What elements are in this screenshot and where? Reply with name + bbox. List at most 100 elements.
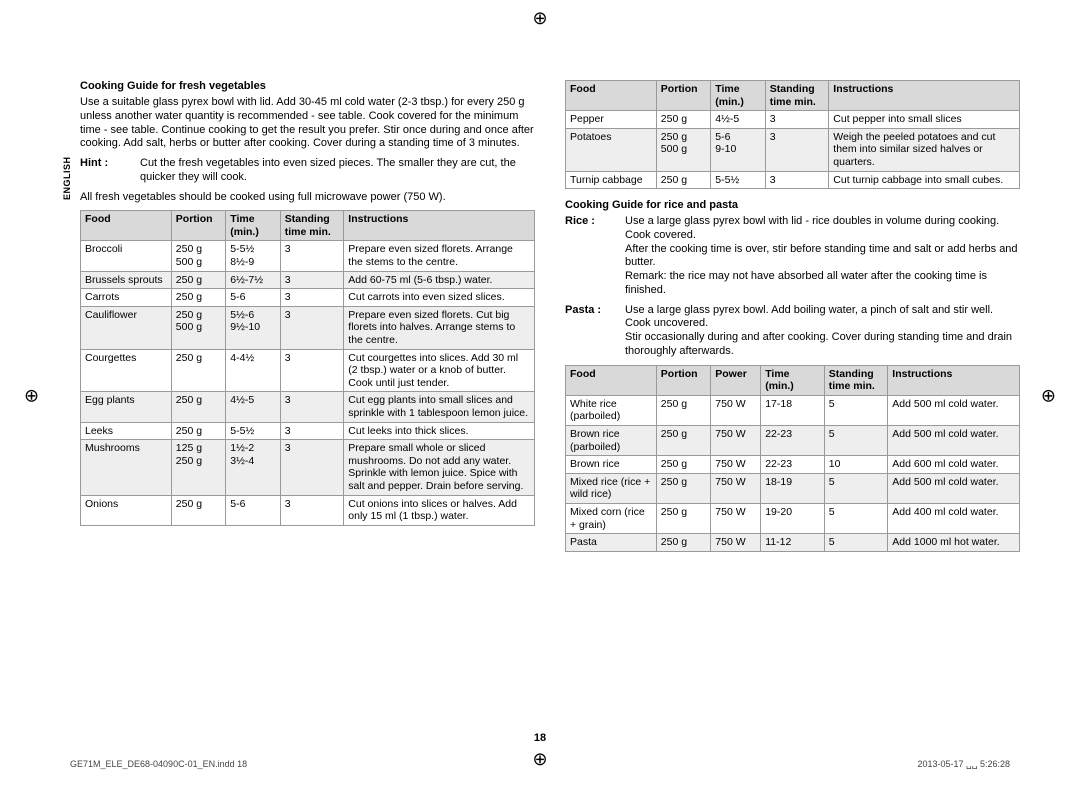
veg-intro: Use a suitable glass pyrex bowl with lid… bbox=[80, 96, 535, 151]
table-row: Pasta250 g750 W11-125Add 1000 ml hot wat… bbox=[566, 534, 1020, 552]
th-power: Power bbox=[711, 365, 761, 395]
cell-portion: 250 g bbox=[656, 504, 710, 534]
cell-inst: Cut courgettes into slices. Add 30 ml (2… bbox=[344, 349, 535, 392]
footer-right: 2013-05-17 ␣␣ 5:26:28 bbox=[918, 759, 1011, 770]
cell-portion: 250 g bbox=[171, 422, 225, 440]
cell-portion: 250 g bbox=[171, 289, 225, 307]
veg-note: All fresh vegetables should be cooked us… bbox=[80, 191, 535, 205]
table-row: Cauliflower250 g 500 g5½-6 9½-103Prepare… bbox=[81, 306, 535, 349]
th-time: Time (min.) bbox=[226, 211, 280, 241]
cell-stand: 5 bbox=[824, 426, 888, 456]
table-row: Leeks250 g5-5½3Cut leeks into thick slic… bbox=[81, 422, 535, 440]
th-instructions: Instructions bbox=[829, 81, 1020, 111]
th-instructions: Instructions bbox=[344, 211, 535, 241]
cell-stand: 3 bbox=[765, 111, 829, 129]
cell-stand: 5 bbox=[824, 504, 888, 534]
cell-power: 750 W bbox=[711, 426, 761, 456]
cell-time: 17-18 bbox=[761, 395, 825, 425]
table-row: Brussels sprouts250 g6½-7½3Add 60-75 ml … bbox=[81, 271, 535, 289]
cell-food: Broccoli bbox=[81, 241, 172, 271]
cell-stand: 10 bbox=[824, 456, 888, 474]
cell-stand: 5 bbox=[824, 473, 888, 503]
cell-inst: Cut turnip cabbage into small cubes. bbox=[829, 171, 1020, 189]
cell-power: 750 W bbox=[711, 504, 761, 534]
veg-table: Food Portion Time (min.) Standing time m… bbox=[80, 210, 535, 525]
table-row: Egg plants250 g4½-53Cut egg plants into … bbox=[81, 392, 535, 422]
cell-time: 5-5½ 8½-9 bbox=[226, 241, 280, 271]
cell-food: Carrots bbox=[81, 289, 172, 307]
cell-stand: 3 bbox=[280, 271, 344, 289]
cell-time: 5-5½ bbox=[226, 422, 280, 440]
footer: GE71M_ELE_DE68-04090C-01_EN.indd 18 2013… bbox=[70, 759, 1010, 770]
cell-inst: Add 500 ml cold water. bbox=[888, 426, 1020, 456]
cell-time: 5-6 9-10 bbox=[711, 128, 765, 171]
cell-time: 5-6 bbox=[226, 289, 280, 307]
cell-portion: 250 g bbox=[656, 395, 710, 425]
table-row: Broccoli250 g 500 g5-5½ 8½-93Prepare eve… bbox=[81, 241, 535, 271]
cell-food: Leeks bbox=[81, 422, 172, 440]
cropmark-icon: ⊕ bbox=[24, 386, 39, 407]
table-row: Turnip cabbage250 g5-5½3Cut turnip cabba… bbox=[566, 171, 1020, 189]
right-column: Food Portion Time (min.) Standing time m… bbox=[565, 80, 1020, 562]
table-row: Brown rice250 g750 W22-2310Add 600 ml co… bbox=[566, 456, 1020, 474]
table-row: Carrots250 g5-63Cut carrots into even si… bbox=[81, 289, 535, 307]
cell-stand: 3 bbox=[280, 289, 344, 307]
table-row: Pepper250 g4½-53Cut pepper into small sl… bbox=[566, 111, 1020, 129]
cell-inst: Add 600 ml cold water. bbox=[888, 456, 1020, 474]
cell-inst: Add 1000 ml hot water. bbox=[888, 534, 1020, 552]
cropmark-icon: ⊕ bbox=[1041, 386, 1056, 407]
cell-portion: 250 g 500 g bbox=[656, 128, 710, 171]
cell-portion: 250 g bbox=[656, 171, 710, 189]
language-label: ENGLISH bbox=[62, 156, 72, 200]
th-portion: Portion bbox=[656, 81, 710, 111]
cell-stand: 3 bbox=[280, 349, 344, 392]
cell-inst: Cut egg plants into small slices and spr… bbox=[344, 392, 535, 422]
cell-stand: 3 bbox=[765, 171, 829, 189]
cell-stand: 5 bbox=[824, 534, 888, 552]
cell-time: 22-23 bbox=[761, 426, 825, 456]
cell-inst: Prepare even sized florets. Arrange the … bbox=[344, 241, 535, 271]
cell-inst: Add 400 ml cold water. bbox=[888, 504, 1020, 534]
cell-inst: Add 500 ml cold water. bbox=[888, 395, 1020, 425]
th-standing: Standing time min. bbox=[765, 81, 829, 111]
footer-left: GE71M_ELE_DE68-04090C-01_EN.indd 18 bbox=[70, 759, 247, 770]
page-content: Cooking Guide for fresh vegetables Use a… bbox=[0, 0, 1080, 592]
page-number: 18 bbox=[0, 732, 1080, 744]
cell-food: Mixed corn (rice + grain) bbox=[566, 504, 657, 534]
cell-inst: Weigh the peeled potatoes and cut them i… bbox=[829, 128, 1020, 171]
cell-time: 4½-5 bbox=[226, 392, 280, 422]
pasta-text: Use a large glass pyrex bowl. Add boilin… bbox=[625, 304, 1020, 359]
cell-inst: Cut onions into slices or halves. Add on… bbox=[344, 495, 535, 525]
cell-inst: Prepare even sized florets. Cut big flor… bbox=[344, 306, 535, 349]
cell-portion: 250 g bbox=[171, 349, 225, 392]
rice-table: Food Portion Power Time (min.) Standing … bbox=[565, 365, 1020, 552]
cell-time: 6½-7½ bbox=[226, 271, 280, 289]
cell-time: 5-5½ bbox=[711, 171, 765, 189]
cell-power: 750 W bbox=[711, 473, 761, 503]
cell-portion: 250 g 500 g bbox=[171, 306, 225, 349]
veg-table-continued: Food Portion Time (min.) Standing time m… bbox=[565, 80, 1020, 189]
th-time: Time (min.) bbox=[711, 81, 765, 111]
cell-portion: 250 g 500 g bbox=[171, 241, 225, 271]
cell-stand: 3 bbox=[280, 422, 344, 440]
cropmark-icon: ⊕ bbox=[532, 8, 547, 29]
veg-heading: Cooking Guide for fresh vegetables bbox=[80, 80, 535, 92]
cell-food: Pepper bbox=[566, 111, 657, 129]
table-row: White rice (parboiled)250 g750 W17-185Ad… bbox=[566, 395, 1020, 425]
cell-inst: Add 60-75 ml (5-6 tbsp.) water. bbox=[344, 271, 535, 289]
cell-portion: 250 g bbox=[171, 392, 225, 422]
rice-row: Rice : Use a large glass pyrex bowl with… bbox=[565, 215, 1020, 298]
cell-food: Mixed rice (rice + wild rice) bbox=[566, 473, 657, 503]
hint-text: Cut the fresh vegetables into even sized… bbox=[140, 157, 535, 185]
cell-inst: Add 500 ml cold water. bbox=[888, 473, 1020, 503]
table-row: Courgettes250 g4-4½3Cut courgettes into … bbox=[81, 349, 535, 392]
cell-stand: 3 bbox=[280, 241, 344, 271]
cell-power: 750 W bbox=[711, 395, 761, 425]
cell-time: 4-4½ bbox=[226, 349, 280, 392]
table-row: Mushrooms125 g 250 g1½-2 3½-43Prepare sm… bbox=[81, 440, 535, 495]
cell-portion: 250 g bbox=[656, 456, 710, 474]
cell-stand: 3 bbox=[280, 306, 344, 349]
pasta-row: Pasta : Use a large glass pyrex bowl. Ad… bbox=[565, 304, 1020, 359]
rice-text: Use a large glass pyrex bowl with lid - … bbox=[625, 215, 1020, 298]
cell-inst: Cut carrots into even sized slices. bbox=[344, 289, 535, 307]
